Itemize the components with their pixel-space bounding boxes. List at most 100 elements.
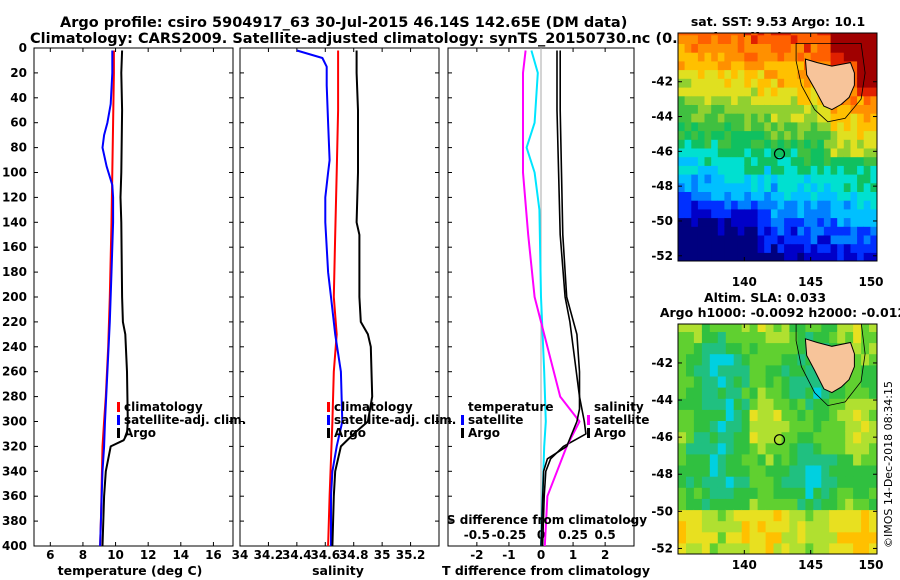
map-cell [684, 226, 692, 236]
map-cell [797, 69, 805, 79]
map-cell [717, 398, 727, 410]
map-cell [770, 208, 779, 219]
map-cell [805, 398, 814, 410]
map-cell [684, 60, 692, 71]
map-cell [790, 87, 798, 97]
map-cell [686, 542, 695, 554]
map-cell [704, 252, 712, 261]
map-cell [805, 453, 814, 466]
map-cell [765, 420, 775, 433]
map-cell [784, 208, 792, 219]
lon-tick-label: 150 [858, 275, 883, 289]
map-cell [764, 217, 772, 227]
map-cell [784, 104, 792, 114]
lat-tick-label: -48 [651, 467, 673, 481]
map-cell [797, 226, 805, 236]
map-cell [837, 139, 845, 149]
map-cell [804, 43, 812, 53]
map-cell [741, 324, 751, 332]
lon-tick-label: 145 [798, 275, 823, 289]
map-cell [724, 33, 732, 36]
map-cell [861, 331, 870, 344]
map-cell [853, 431, 862, 444]
map-cell [773, 476, 783, 488]
map-cell [717, 200, 725, 210]
map-cell [697, 252, 706, 261]
map-cell [691, 243, 699, 253]
map-cell [877, 320, 886, 332]
map-cell [717, 121, 725, 132]
map-cell [749, 409, 759, 421]
map-cell [749, 509, 759, 522]
map-cell [777, 234, 785, 245]
lat-tick-label: -52 [651, 541, 673, 555]
map-cell [678, 208, 686, 219]
map-cell [837, 147, 845, 158]
map-cell [853, 542, 862, 554]
lat-tick-label: -48 [651, 179, 673, 193]
map-cell [810, 113, 818, 123]
map-cell [789, 431, 798, 444]
map-cell [701, 542, 711, 554]
map-cell [823, 156, 832, 166]
map-cell [837, 52, 845, 62]
map-cell [725, 531, 735, 544]
map-cell [781, 331, 791, 344]
map-cell [765, 465, 775, 477]
map-cell [837, 498, 846, 511]
map-cell [789, 342, 798, 355]
depth-tick-label: 400 [2, 539, 27, 553]
map-cell [709, 476, 719, 488]
map-cell [737, 200, 745, 210]
tasmania-landmass [804, 338, 855, 394]
map-cell [777, 139, 785, 149]
map-cell [691, 226, 699, 236]
map-cell [691, 52, 699, 62]
map-cell [869, 353, 877, 366]
map-cell [693, 431, 703, 444]
map-cell [684, 87, 692, 97]
tasmania-landmass [804, 58, 855, 111]
map-cell [861, 342, 870, 355]
map-cell [850, 191, 858, 201]
map-cell [678, 542, 687, 554]
map-cell [823, 52, 832, 62]
legend-label-climatology: climatology [124, 400, 203, 414]
map-cell [744, 200, 752, 210]
salinity-legend: climatology satellite-adj. clim. Argo [327, 400, 456, 440]
map-cell [717, 531, 727, 544]
map-cell [709, 487, 719, 499]
map-cell [863, 43, 871, 53]
legend-swatch-climatology [327, 402, 330, 412]
map-cell [861, 509, 870, 522]
map-cell [749, 465, 759, 477]
map-cell [765, 342, 775, 355]
map-cell [823, 174, 832, 184]
map-cell [697, 174, 706, 184]
map-cell [805, 324, 814, 332]
map-cell [790, 69, 798, 79]
map-cell [691, 87, 699, 97]
map-cell [845, 387, 854, 399]
map-cell [870, 165, 877, 175]
map-cell [773, 353, 783, 366]
map-cell [863, 139, 871, 149]
map-cell [870, 156, 877, 166]
x-tick-label: 14 [172, 548, 189, 562]
map-cell [731, 87, 739, 97]
map-cell [823, 43, 832, 53]
map-cell [823, 217, 832, 227]
map-cell [797, 409, 806, 421]
map-cell [784, 217, 792, 227]
map-cell [701, 331, 711, 344]
map-cell [777, 43, 785, 53]
map-cell [765, 442, 775, 455]
map-cell [757, 420, 767, 433]
salinity-panel-frame [239, 47, 440, 547]
map-cell [770, 252, 779, 261]
map-cell [751, 226, 759, 236]
map-cell [829, 498, 838, 511]
map-cell [781, 409, 791, 421]
lon-tick-label: 150 [858, 558, 883, 572]
map-cell [693, 498, 703, 511]
